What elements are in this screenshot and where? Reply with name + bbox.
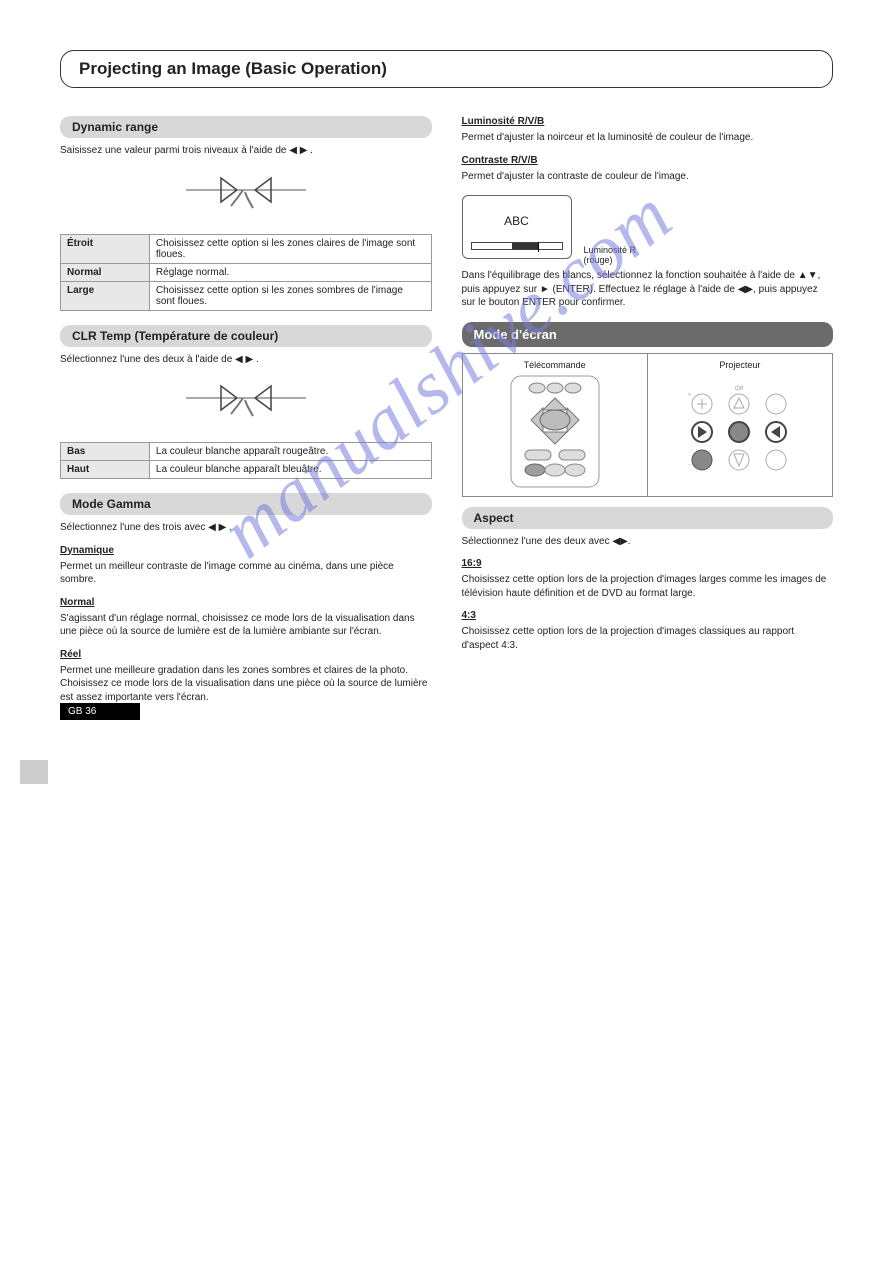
clr-temp-table: BasLa couleur blanche apparaît rougeâtre…	[60, 442, 432, 479]
control-illustration-box: Télécommande	[462, 353, 834, 497]
aspect-item-head: 16:9	[462, 558, 834, 569]
remote-label: Télécommande	[524, 360, 586, 370]
white-balance-sub-head: Contraste R/V/B	[462, 155, 834, 166]
projector-pane: Projecteur ⏻/I	[647, 354, 832, 496]
opt-text: La couleur blanche apparaît rougeâtre.	[149, 443, 431, 461]
section-header-aspect: Aspect	[462, 507, 834, 529]
aspect-item-text: Choisissez cette option lors de la proje…	[462, 625, 834, 652]
aspect-desc: Sélectionnez l'une des deux avec ◀▶.	[462, 535, 834, 549]
page-title: Projecting an Image (Basic Operation)	[60, 50, 833, 88]
white-balance-note: Dans l'équilibrage des blancs, sélection…	[462, 269, 834, 310]
directional-arrows-icon	[60, 376, 432, 436]
remote-pane: Télécommande	[463, 354, 647, 496]
white-balance-sub-text: Permet d'ajuster la noirceur et la lumin…	[462, 131, 834, 145]
svg-text:⏻/I: ⏻/I	[735, 385, 743, 392]
projector-panel-icon: ⏻/I	[662, 374, 817, 482]
dynamic-range-table: ÉtroitChoisissez cette option si les zon…	[60, 234, 432, 311]
gamma-desc: Sélectionnez l'une des trois avec ◀ ▶ .	[60, 521, 432, 535]
opt-label: Haut	[61, 461, 150, 479]
page-number: GB 36	[60, 703, 140, 720]
section-header-gamma: Mode Gamma	[60, 493, 432, 515]
gamma-item-head: Normal	[60, 597, 432, 608]
remote-control-icon	[475, 374, 635, 492]
gamma-item-head: Dynamique	[60, 545, 432, 556]
right-column: Luminosité R/V/B Permet d'ajuster la noi…	[462, 106, 834, 708]
dynamic-range-desc: Saisissez une valeur parmi trois niveaux…	[60, 144, 432, 158]
aspect-item-head: 4:3	[462, 610, 834, 621]
opt-text: Réglage normal.	[149, 263, 431, 281]
left-column: Dynamic range Saisissez une valeur parmi…	[60, 106, 432, 708]
opt-label: Bas	[61, 443, 150, 461]
gamma-item-head: Réel	[60, 649, 432, 660]
section-header-clr-temp: CLR Temp (Température de couleur)	[60, 325, 432, 347]
aspect-item-text: Choisissez cette option lors de la proje…	[462, 573, 834, 600]
thumbnail-caption: Luminosité R (rouge)	[584, 245, 637, 265]
gamma-item-text: S'agissant d'un réglage normal, choisiss…	[60, 612, 432, 639]
svg-text:−: −	[688, 462, 691, 468]
projector-label: Projecteur	[719, 360, 760, 370]
opt-text: La couleur blanche apparaît bleuâtre.	[149, 461, 431, 479]
opt-label: Étroit	[61, 234, 150, 263]
white-balance-sub-text: Permet d'ajuster la contraste de couleur…	[462, 170, 834, 184]
svg-text:+: +	[688, 392, 691, 398]
gamma-item-text: Permet un meilleur contraste de l'image …	[60, 560, 432, 587]
side-tab	[20, 760, 48, 784]
thumbnail-label: ABC	[471, 214, 563, 228]
white-balance-sub-head: Luminosité R/V/B	[462, 116, 834, 127]
section-header-screen-mode: Mode d'écran	[462, 322, 834, 347]
white-balance-thumbnail: ABC	[462, 195, 572, 259]
section-header-dynamic-range: Dynamic range	[60, 116, 432, 138]
opt-label: Normal	[61, 263, 150, 281]
opt-label: Large	[61, 281, 150, 310]
opt-text: Choisissez cette option si les zones cla…	[149, 234, 431, 263]
gamma-item-text: Permet une meilleure gradation dans les …	[60, 664, 432, 705]
directional-arrows-icon	[60, 168, 432, 228]
opt-text: Choisissez cette option si les zones som…	[149, 281, 431, 310]
clr-temp-desc: Sélectionnez l'une des deux à l'aide de …	[60, 353, 432, 367]
slider-bar-icon	[471, 242, 563, 250]
